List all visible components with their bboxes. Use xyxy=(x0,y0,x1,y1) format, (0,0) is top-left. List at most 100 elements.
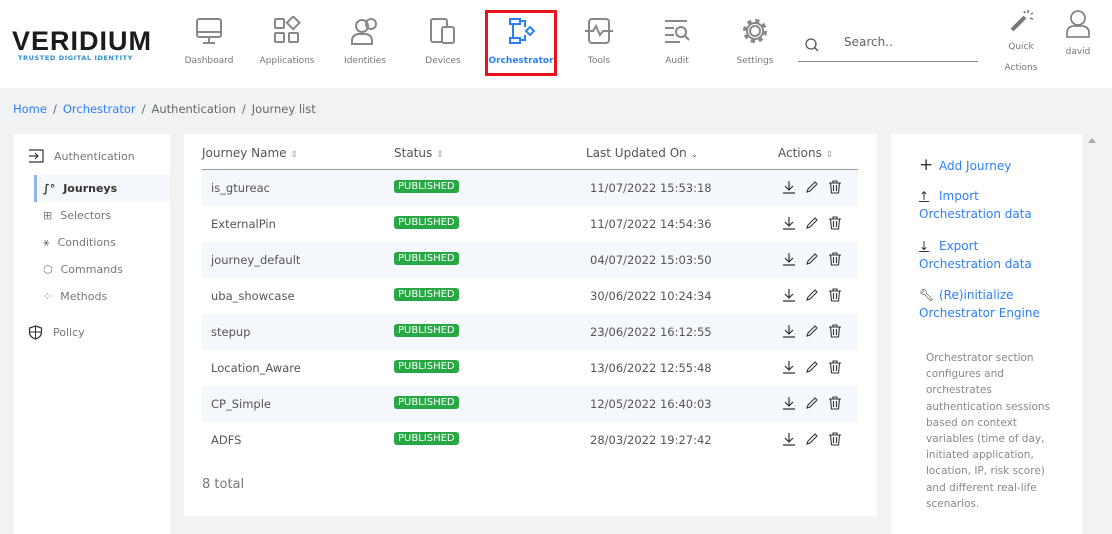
sort-icon: ⇕ xyxy=(290,150,298,160)
column-status[interactable]: Status ⇕ xyxy=(394,146,444,160)
nav-identities[interactable]: Identities xyxy=(326,0,404,88)
sidebar-item-methods[interactable]: ⁘ Methods xyxy=(43,290,108,303)
actions-panel: + Add Journey ↑ Import Orchestration data ↓… xyxy=(891,134,1082,534)
add-journey-link[interactable]: + Add Journey xyxy=(919,155,1012,175)
edit-icon[interactable] xyxy=(805,324,819,338)
row-actions xyxy=(782,324,842,338)
journey-name[interactable]: stepup xyxy=(211,325,251,339)
edit-icon[interactable] xyxy=(805,360,819,374)
table-row[interactable]: stepup PUBLISHED 23/06/2022 16:12:55 xyxy=(202,314,858,350)
download-icon[interactable] xyxy=(782,216,796,230)
row-actions xyxy=(782,396,842,410)
breadcrumb-orchestrator[interactable]: Orchestrator xyxy=(62,102,136,116)
status-badge: PUBLISHED xyxy=(394,216,459,229)
nav-audit[interactable]: Audit xyxy=(638,0,716,88)
flow-icon xyxy=(509,18,536,44)
header-divider xyxy=(202,169,858,170)
reinitialize-link[interactable]: 🔧︎ (Re)initialize Orchestrator Engine xyxy=(919,288,1040,320)
import-link[interactable]: ↑ Import Orchestration data xyxy=(919,189,1032,221)
last-updated: 12/05/2022 16:40:03 xyxy=(590,397,712,411)
download-icon[interactable] xyxy=(782,432,796,446)
table-row[interactable]: journey_default PUBLISHED 04/07/2022 15:03… xyxy=(202,242,858,278)
edit-icon[interactable] xyxy=(805,396,819,410)
sidebar-item-journeys[interactable]: ∫° Journeys xyxy=(34,175,170,202)
sidebar-section-authentication[interactable]: Authentication xyxy=(28,149,135,163)
sidebar-item-selectors[interactable]: ⊞ Selectors xyxy=(43,209,112,222)
breadcrumb-home[interactable]: Home xyxy=(13,102,47,116)
last-updated: 04/07/2022 15:03:50 xyxy=(590,253,712,267)
download-icon[interactable] xyxy=(782,324,796,338)
edit-icon[interactable] xyxy=(805,180,819,194)
trash-icon[interactable] xyxy=(828,252,842,266)
highlight-box xyxy=(485,10,557,76)
upload-icon: ↑ xyxy=(919,189,930,203)
devices-icon xyxy=(430,18,455,44)
download-icon[interactable] xyxy=(782,360,796,374)
journey-name[interactable]: journey_default xyxy=(211,253,301,267)
nav-orchestrator[interactable]: Orchestrator xyxy=(482,0,560,88)
table-row[interactable]: CP_Simple PUBLISHED 12/05/2022 16:40:03 xyxy=(202,386,858,422)
sidebar-section-policy[interactable]: Policy xyxy=(28,325,85,340)
user-icon xyxy=(1066,10,1090,38)
row-actions xyxy=(782,288,842,302)
trash-icon[interactable] xyxy=(828,288,842,302)
trash-icon[interactable] xyxy=(828,432,842,446)
audit-icon xyxy=(665,20,690,43)
branch-icon: ⚹ xyxy=(43,235,50,249)
status-badge: PUBLISHED xyxy=(394,180,459,193)
breadcrumb: Home / Orchestrator / Authentication / Journey… xyxy=(13,102,316,116)
trash-icon[interactable] xyxy=(828,324,842,338)
scrollbar[interactable] xyxy=(1084,134,1112,522)
download-icon[interactable] xyxy=(782,396,796,410)
wrench-icon: 🔧︎ xyxy=(919,288,935,302)
sidebar: Authentication ∫° Journeys ⊞ Selectors ⚹ Co… xyxy=(14,134,170,534)
edit-icon[interactable] xyxy=(805,216,819,230)
table-row[interactable]: is_gtureac PUBLISHED 11/07/2022 15:53:18 xyxy=(202,170,858,206)
edit-icon[interactable] xyxy=(805,288,819,302)
nav-dashboard[interactable]: Dashboard xyxy=(170,0,248,88)
download-icon[interactable] xyxy=(782,288,796,302)
scroll-up-arrow-icon[interactable] xyxy=(1088,138,1096,143)
column-actions[interactable]: Actions ⇕ xyxy=(778,146,834,160)
trash-icon[interactable] xyxy=(828,396,842,410)
journey-name[interactable]: CP_Simple xyxy=(211,397,271,411)
status-badge: PUBLISHED xyxy=(394,324,459,337)
row-actions xyxy=(782,252,842,266)
nav-applications[interactable]: Applications xyxy=(248,0,326,88)
nav-settings[interactable]: Settings xyxy=(716,0,794,88)
quick-actions-button[interactable]: Quick Actions xyxy=(995,8,1047,79)
users-icon xyxy=(351,18,377,45)
total-count: 8 total xyxy=(202,477,245,492)
table-row[interactable]: Location_Aware PUBLISHED 13/06/2022 12:55:… xyxy=(202,350,858,386)
sidebar-item-conditions[interactable]: ⚹ Conditions xyxy=(43,235,116,250)
search-icon xyxy=(805,38,819,52)
journey-name[interactable]: uba_showcase xyxy=(211,289,295,303)
column-journey-name[interactable]: Journey Name ⇕ xyxy=(202,146,298,160)
search-box[interactable] xyxy=(798,30,978,62)
sidebar-item-commands[interactable]: ⬡ Commands xyxy=(43,263,123,276)
edit-icon[interactable] xyxy=(805,432,819,446)
journey-name[interactable]: ADFS xyxy=(211,433,242,447)
journey-name[interactable]: Location_Aware xyxy=(211,361,301,375)
journey-name[interactable]: ExternalPin xyxy=(211,217,276,231)
nav-devices[interactable]: Devices xyxy=(404,0,482,88)
download-icon[interactable] xyxy=(782,180,796,194)
export-link[interactable]: ↓ Export Orchestration data xyxy=(919,239,1032,271)
table-row[interactable]: ADFS PUBLISHED 28/03/2022 19:27:42 xyxy=(202,422,858,458)
download-icon[interactable] xyxy=(782,252,796,266)
nav-tools[interactable]: Tools xyxy=(560,0,638,88)
trash-icon[interactable] xyxy=(828,216,842,230)
journey-name[interactable]: is_gtureac xyxy=(211,181,270,195)
edit-icon[interactable] xyxy=(805,252,819,266)
trash-icon[interactable] xyxy=(828,360,842,374)
journey-icon: ∫° xyxy=(43,182,56,195)
search-input[interactable] xyxy=(844,35,974,49)
orchestrator-description: Orchestrator section configures and orch… xyxy=(926,352,1051,510)
user-menu[interactable]: david xyxy=(1058,8,1098,57)
veridium-logo[interactable]: VERIDIUM TRUSTED DIGITAL IDENTITY xyxy=(12,26,153,62)
row-actions xyxy=(782,432,842,446)
trash-icon[interactable] xyxy=(828,180,842,194)
table-row[interactable]: ExternalPin PUBLISHED 11/07/2022 14:54:36 xyxy=(202,206,858,242)
column-last-updated[interactable]: Last Updated On ⌄ xyxy=(586,146,699,160)
table-row[interactable]: uba_showcase PUBLISHED 30/06/2022 10:24:34 xyxy=(202,278,858,314)
